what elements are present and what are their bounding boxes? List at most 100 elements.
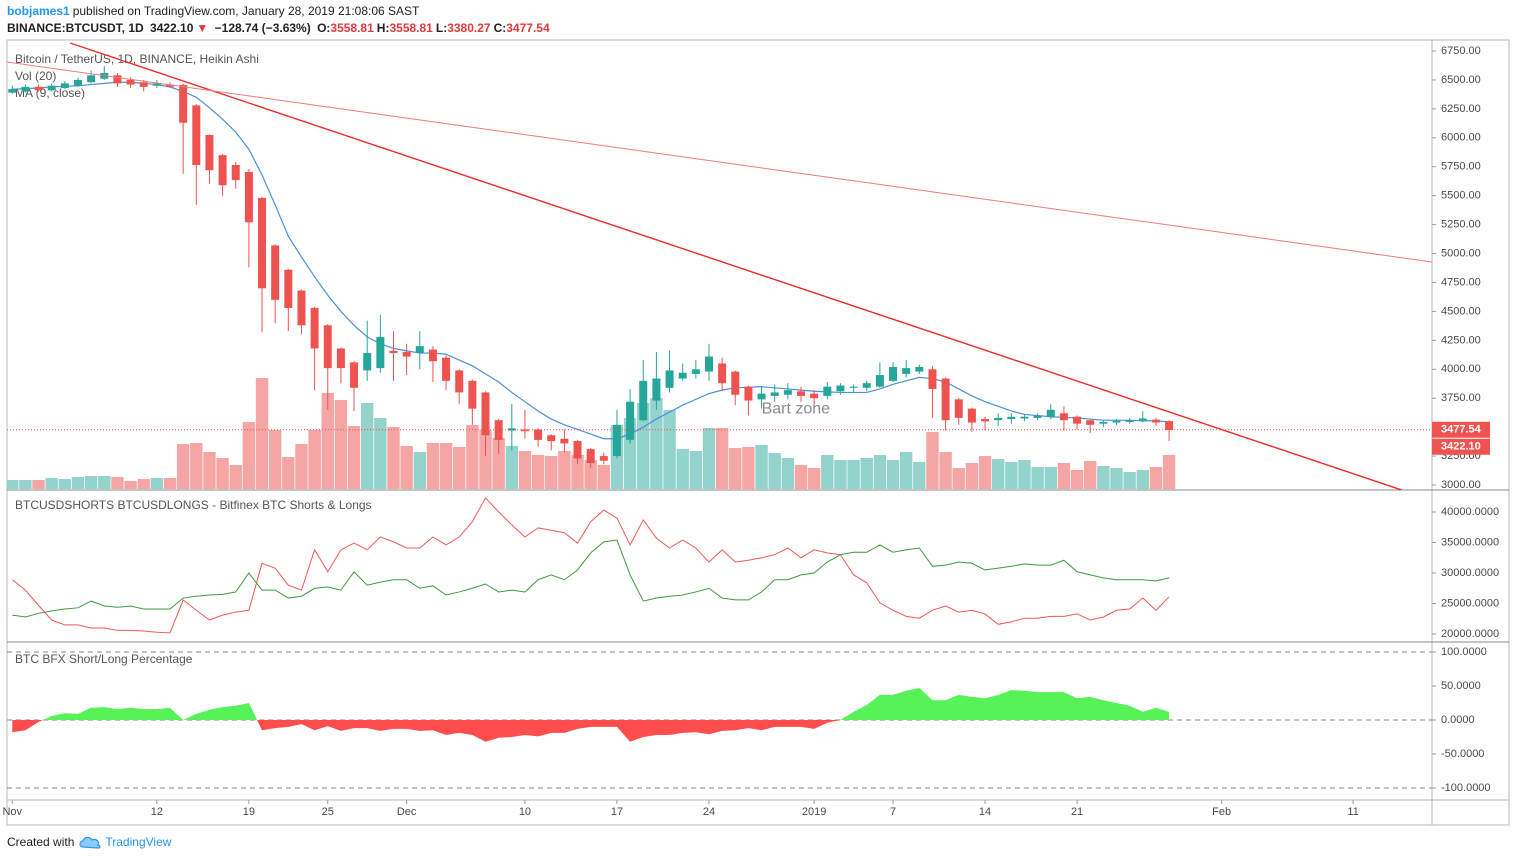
volume-bar [1070, 470, 1084, 489]
candle-body [1099, 421, 1108, 424]
volume-bar [1097, 466, 1110, 489]
candle-body [363, 353, 372, 371]
y-tick-label: 4750.00 [1441, 276, 1481, 288]
volume-bar [1084, 461, 1097, 489]
volume-bar [781, 458, 795, 489]
volume-bar [163, 478, 177, 489]
volume-bar [137, 479, 150, 489]
volume-bar [663, 410, 676, 489]
candle-body [704, 356, 713, 372]
candle-body [310, 307, 319, 349]
volume-bar [991, 459, 1005, 489]
volume-bar [190, 443, 203, 489]
candle-body [941, 378, 950, 421]
volume-bar [834, 460, 847, 489]
candle-body [1165, 421, 1174, 431]
volume-bar [650, 398, 663, 489]
brand: TradingView [105, 835, 172, 849]
volume-bar [7, 480, 19, 489]
price-label: 3422.10 [1441, 441, 1481, 453]
candle-body [875, 375, 884, 387]
volume-bar [886, 460, 900, 489]
x-tick-label: Dec [397, 806, 417, 818]
volume-bar [1031, 467, 1044, 489]
volume-bar [255, 378, 269, 489]
volume-bar [347, 426, 361, 489]
volume-bar [1057, 463, 1071, 489]
volume-bar [413, 452, 426, 489]
annotation: Bart zone [762, 400, 831, 417]
series-line [12, 539, 1170, 618]
candle-body [350, 362, 359, 388]
volume-bar [518, 451, 532, 489]
volume-bar [702, 428, 716, 489]
x-tick-label: 10 [519, 806, 531, 818]
candle-body [73, 79, 82, 86]
trend-line [7, 61, 1432, 263]
candle-body [783, 390, 792, 395]
candle-body [1151, 419, 1160, 423]
volume-bar [899, 452, 913, 489]
candle-body [652, 378, 661, 401]
x-tick-label: Nov [2, 806, 22, 818]
y-tick-label: 3750.00 [1441, 392, 1481, 404]
price-pane: Bart zone [7, 42, 1432, 490]
volume-bar [531, 455, 545, 489]
volume-bar [334, 400, 348, 489]
volume-bar [176, 444, 190, 489]
volume-bar [492, 438, 505, 489]
y-tick-label: 50.0000 [1441, 680, 1481, 692]
price-label-box [1432, 438, 1490, 455]
volume-bar [1110, 468, 1123, 489]
candle-body [494, 420, 503, 440]
candle-body [691, 369, 700, 374]
y-tick-label: 20000.0000 [1441, 628, 1499, 640]
x-tick-label: 14 [979, 806, 991, 818]
footer: Created with TradingView [7, 834, 171, 850]
volume-bar [952, 468, 965, 489]
candle-body [744, 386, 753, 401]
candle-body [152, 83, 161, 86]
candle-body [1046, 409, 1055, 417]
y-tick-label: 6500.00 [1441, 74, 1481, 86]
volume-bar [124, 481, 137, 489]
candle-body [284, 269, 293, 308]
x-tick-label: 19 [243, 806, 255, 818]
volume-bar [308, 430, 321, 489]
volume-bar [268, 430, 282, 489]
candle-body [599, 456, 608, 461]
candle-body [560, 438, 569, 444]
candle-body [612, 424, 621, 457]
author: bobjames1 [7, 4, 70, 18]
price: 3422.10 [150, 21, 194, 35]
candle-body [678, 372, 687, 379]
pane-title: BTC BFX Short/Long Percentage [15, 652, 193, 666]
trend-line [69, 42, 1402, 490]
y-tick-label: 0.0000 [1441, 714, 1475, 726]
candle-body [179, 85, 188, 123]
candle-body [428, 349, 437, 362]
candle-body [823, 386, 832, 396]
volume-bar [676, 449, 689, 489]
candle-body [192, 105, 201, 165]
candle-body [442, 357, 451, 381]
candle-body [810, 393, 819, 399]
volume-bar [1005, 462, 1018, 489]
ma-line [12, 81, 1170, 440]
y-tick-label: 5000.00 [1441, 247, 1481, 259]
ohlc-key: L: [435, 21, 448, 35]
volume-bar [229, 465, 242, 489]
volume-bar [1162, 455, 1176, 489]
volume-bar [1149, 467, 1163, 489]
header-line: bobjames1 published on TradingView.com, J… [7, 4, 422, 18]
candle-body [547, 435, 556, 442]
volume-bar [637, 403, 650, 489]
candle-body [967, 408, 976, 423]
x-tick-label: 2019 [802, 806, 826, 818]
candle-body [586, 449, 595, 464]
x-tick-label: Feb [1212, 806, 1231, 818]
ohlc-value: 3477.54 [506, 21, 550, 35]
y-tick-label: 5750.00 [1441, 161, 1481, 173]
candle-body [928, 369, 937, 389]
